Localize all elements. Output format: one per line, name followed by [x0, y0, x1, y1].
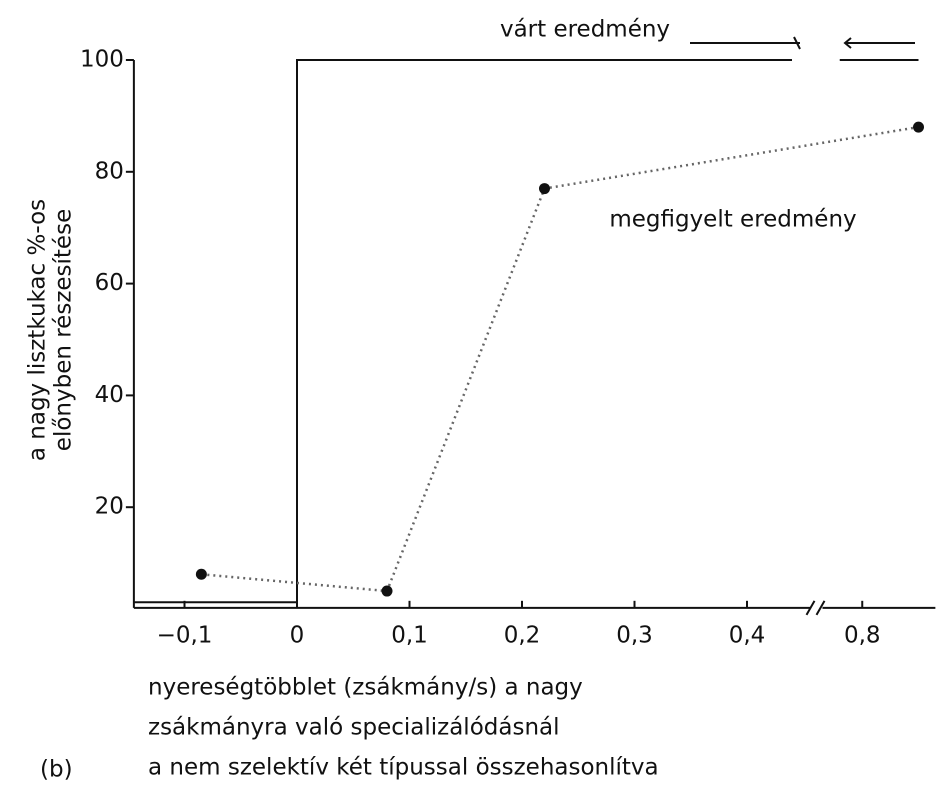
x-tick-label: 0: [290, 622, 305, 648]
series-line: [201, 125, 919, 593]
y-tick-label: 80: [95, 158, 124, 184]
arrow: [690, 36, 915, 50]
x-axis-label: zsákmányra való specializálódásnál: [148, 715, 560, 741]
x-axis-label: a nem szelektív két típussal összehasonl…: [148, 755, 659, 781]
x-tick-label: 0,1: [391, 622, 428, 648]
data-point: [381, 585, 393, 597]
panel-label: (b): [40, 757, 73, 783]
y-tick-label: 40: [95, 382, 124, 408]
y-tick-label: 100: [80, 47, 124, 73]
y-tick-label: 60: [95, 270, 124, 296]
y-axis-label: előnyben részesítése: [51, 209, 77, 451]
data-point: [913, 121, 924, 133]
y-tick-label: 20: [95, 494, 124, 520]
data-point: [195, 568, 207, 580]
data-point: [539, 183, 550, 195]
axis-break: [805, 600, 826, 616]
series-annotation: megfigyelt eredmény: [609, 207, 856, 233]
x-tick-label: 0,2: [504, 622, 541, 648]
x-tick-label: 0,8: [844, 622, 881, 648]
x-axis-label: nyereségtöbblet (zsákmány/s) a nagy: [148, 675, 583, 701]
x-tick-label: −0,1: [157, 622, 213, 648]
series-line: [133, 59, 792, 604]
y-axis-label: a nagy lisztkukac %-os: [25, 199, 51, 461]
x-tick-label: 0,3: [616, 622, 653, 648]
series-annotation: várt eredmény: [500, 17, 670, 43]
x-tick-label: 0,4: [729, 622, 766, 648]
